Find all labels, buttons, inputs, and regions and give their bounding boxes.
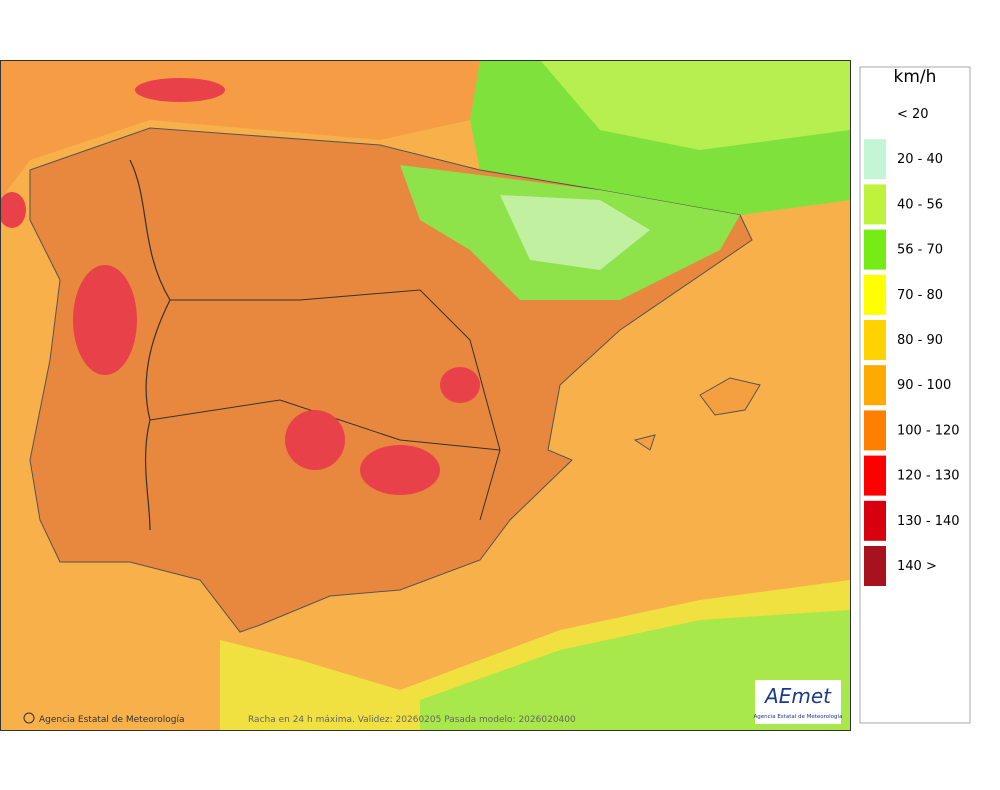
africa-green <box>420 610 850 730</box>
legend-unit: km/h <box>894 67 937 87</box>
ibiza <box>633 434 656 451</box>
gust-area <box>0 192 26 228</box>
legend: km/h < 20 20 - 40 40 - 56 56 - 70 70 - 80 80 … <box>859 66 971 724</box>
caption: Racha en 24 h máxima. Validez: 20260205 … <box>248 715 576 725</box>
mallorca <box>699 377 761 416</box>
legend-swatch <box>864 94 886 134</box>
gust-area <box>360 445 440 495</box>
logo-subtitle: Agencia Estatal de Meteorología <box>754 713 843 720</box>
legend-swatch <box>864 500 886 541</box>
legend-label: 120 - 130 <box>897 469 960 484</box>
copyright-icon <box>23 712 35 724</box>
legend-swatch <box>864 455 886 496</box>
legend-label: 40 - 56 <box>897 197 943 212</box>
logo: AEmet <box>763 684 832 708</box>
region-borders <box>149 289 501 521</box>
legend-swatch <box>864 365 886 406</box>
legend-swatch <box>864 410 886 451</box>
gust-area <box>440 367 480 403</box>
legend-swatch <box>864 320 886 360</box>
legend-label: 56 - 70 <box>897 243 943 258</box>
legend-swatch <box>864 229 886 270</box>
gust-area <box>285 410 345 470</box>
legend-label: 140 > <box>897 559 937 574</box>
legend-label: 130 - 140 <box>897 514 960 529</box>
legend-label: < 20 <box>897 107 929 122</box>
credit: Agencia Estatal de Meteorología <box>39 715 185 725</box>
gust-area <box>73 265 137 375</box>
legend-swatch <box>864 546 886 586</box>
logo-box <box>755 680 841 724</box>
legend-swatch <box>864 139 886 180</box>
map: Agencia Estatal de Meteorología Racha en… <box>0 60 851 731</box>
legend-label: 70 - 80 <box>897 288 943 303</box>
legend-label: 90 - 100 <box>897 378 951 393</box>
legend-label: 80 - 90 <box>897 333 943 348</box>
gust-area <box>135 78 225 102</box>
map-frame <box>0 60 851 731</box>
legend-label: 20 - 40 <box>897 152 943 167</box>
legend-label: 100 - 120 <box>897 423 960 438</box>
legend-swatch <box>864 274 886 315</box>
pyrenees-light <box>500 195 650 270</box>
bay-of-biscay <box>0 60 480 200</box>
border <box>129 159 171 531</box>
france-light <box>540 60 850 150</box>
legend-swatch <box>864 184 886 225</box>
